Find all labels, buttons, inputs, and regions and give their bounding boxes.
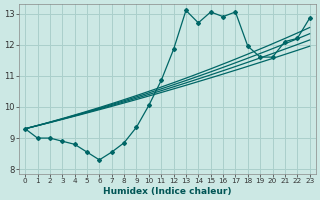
X-axis label: Humidex (Indice chaleur): Humidex (Indice chaleur)	[103, 187, 232, 196]
